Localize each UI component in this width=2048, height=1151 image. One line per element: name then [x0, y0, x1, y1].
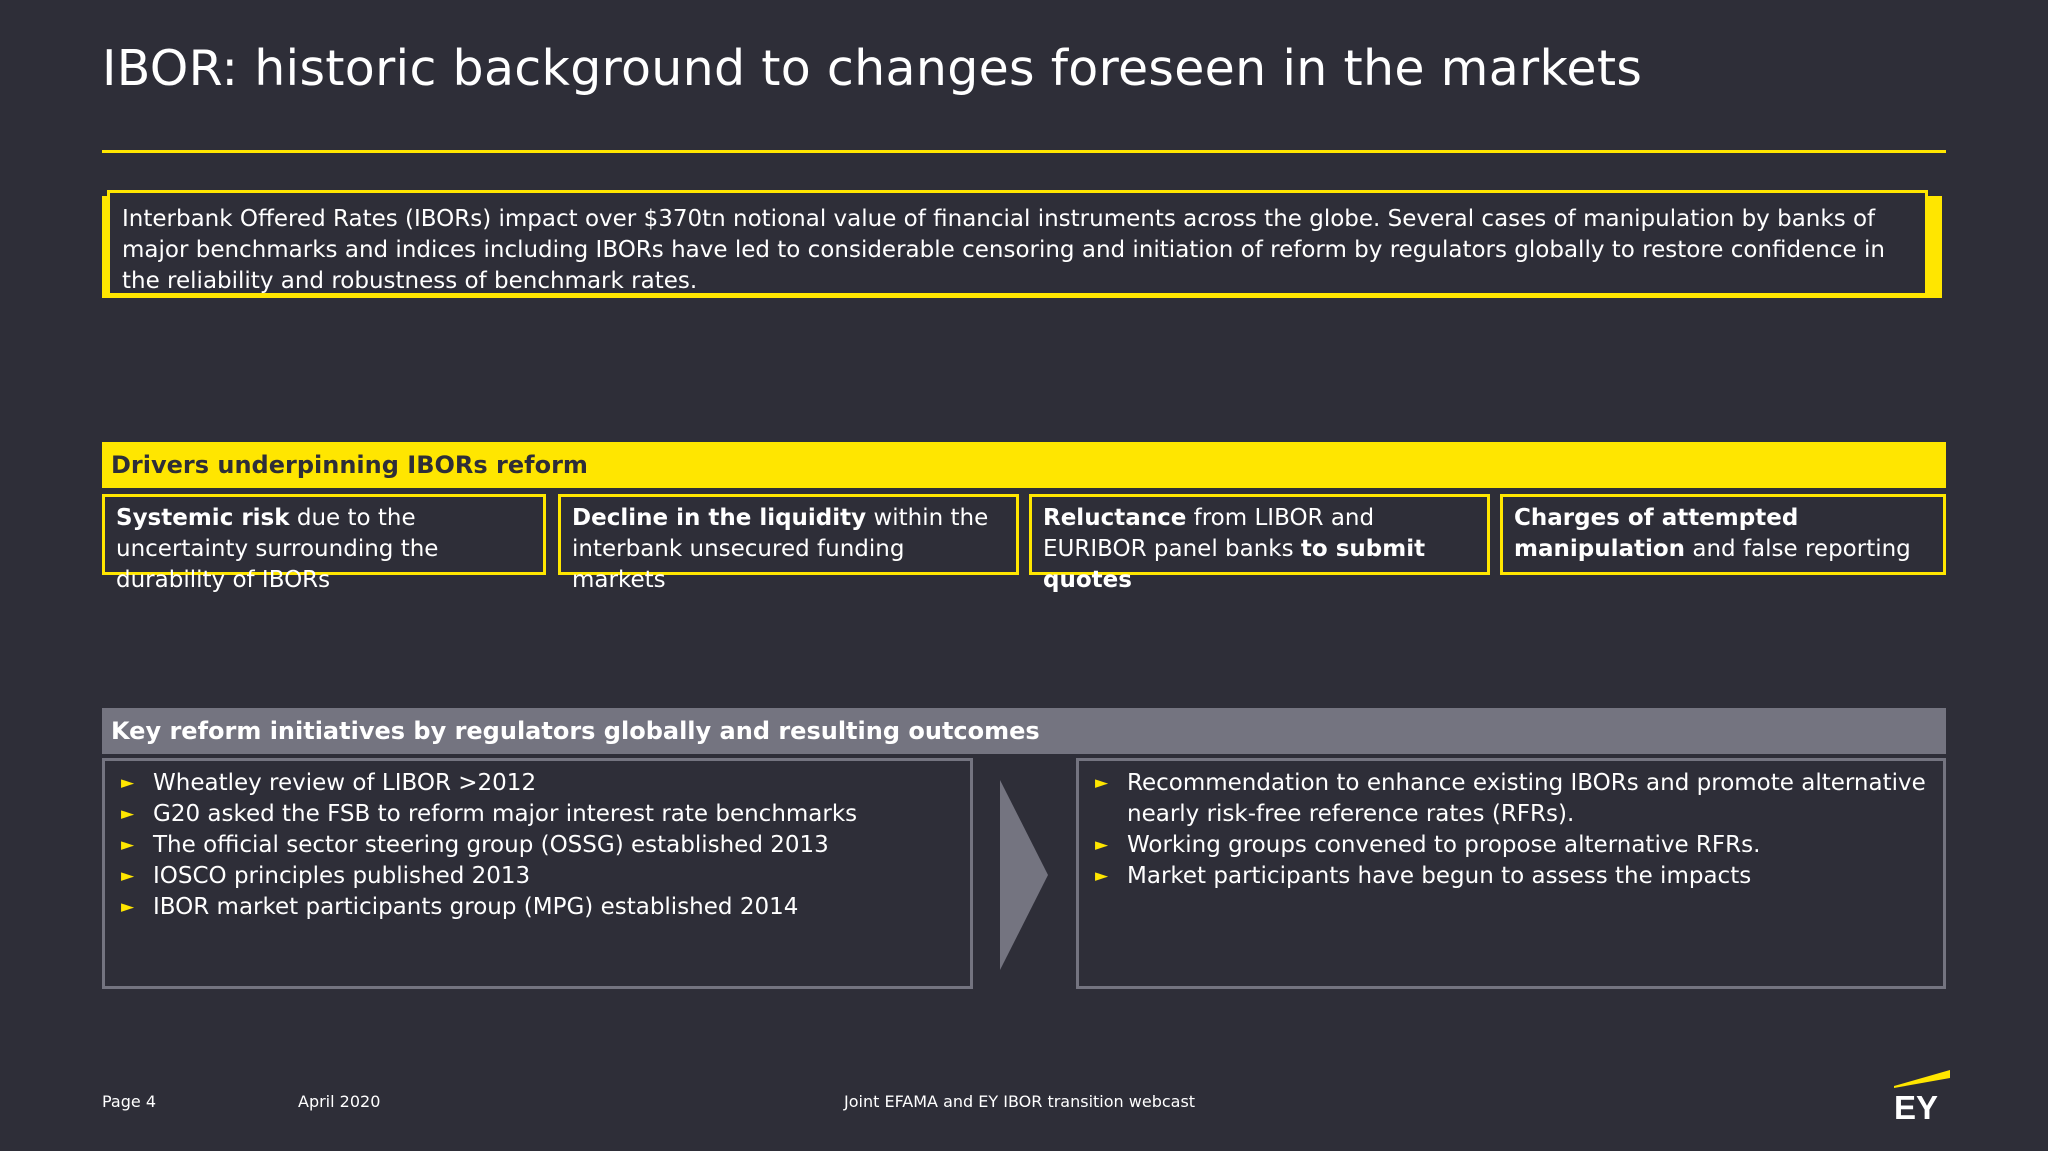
drivers-header: Drivers underpinning IBORs reform — [102, 442, 1946, 488]
driver-box-systemic-risk: Systemic risk due to the uncertainty sur… — [102, 494, 546, 593]
logo-text: EY — [1894, 1089, 1938, 1121]
list-item: ► Recommendation to enhance existing IBOR… — [1095, 770, 1926, 827]
driver-box-manipulation: Charges of attempted manipulation and fa… — [1500, 494, 1946, 575]
ey-logo-icon: EY — [1894, 1070, 1950, 1121]
driver-bold: Systemic risk — [116, 505, 290, 531]
driver-bold: Charges of attempted manipulation — [1514, 505, 1799, 562]
page-title: IBOR: historic background to changes for… — [102, 40, 1643, 97]
list-item: ► Working groups convened to propose alte… — [1091, 830, 1931, 861]
bullet-icon: ► — [121, 804, 135, 824]
bullet-icon: ► — [121, 897, 135, 917]
driver-text: from LIBOR and EURIBOR panel banks — [1043, 505, 1375, 562]
driver-text: within the interbank unsecured funding m… — [572, 505, 989, 593]
bullet-icon: ► — [1095, 835, 1109, 855]
chevron-right-icon — [1000, 780, 1048, 970]
bullet-icon: ► — [121, 835, 135, 855]
bullet-icon: ► — [121, 773, 135, 793]
footer-date: April 2020 — [298, 1092, 381, 1111]
bullet-icon: ► — [121, 866, 135, 886]
list-item: ► IOSCO principles published 2013 — [117, 861, 958, 892]
initiatives-panel: ► Wheatley review of LIBOR >2012 ► G20 ask… — [102, 758, 973, 989]
footer-event: Joint EFAMA and EY IBOR transition webca… — [844, 1092, 1196, 1111]
driver-box-liquidity: Decline in the liquidity within the inte… — [558, 494, 1019, 593]
driver-box-reluctance: Reluctance from LIBOR and EURIBOR panel … — [1029, 494, 1490, 593]
reform-header: Key reform initiatives by regulators glo… — [102, 708, 1946, 754]
list-item: ► Market participants have begun to asses… — [1091, 861, 1931, 892]
list-item: ► IBOR market participants group (MPG) es… — [117, 892, 958, 923]
intro-box: Interbank Offered Rates (IBORs) impact o… — [107, 190, 1928, 296]
page-number: Page 4 — [102, 1092, 156, 1111]
driver-bold-2: to submit quotes — [1043, 536, 1426, 593]
title-divider — [102, 150, 1946, 153]
list-item: ► Wheatley review of LIBOR >2012 — [117, 768, 958, 799]
driver-text: due to the uncertainty surrounding the d… — [116, 505, 439, 593]
list-item: ► The official sector steering group (OSS… — [117, 830, 958, 861]
initiatives-list: ► Wheatley review of LIBOR >2012 ► G20 ask… — [117, 768, 958, 923]
bullet-icon: ► — [1095, 866, 1109, 886]
driver-text: and false reporting — [1685, 536, 1911, 562]
bullet-icon: ► — [1095, 773, 1109, 793]
driver-bold: Reluctance — [1043, 505, 1187, 531]
outcomes-panel: ► Recommendation to enhance existing IBOR… — [1076, 758, 1946, 989]
outcomes-list: ► Recommendation to enhance existing IBOR… — [1091, 768, 1931, 892]
driver-bold: Decline in the liquidity — [572, 505, 867, 531]
list-item: ► G20 asked the FSB to reform major inter… — [117, 799, 958, 830]
